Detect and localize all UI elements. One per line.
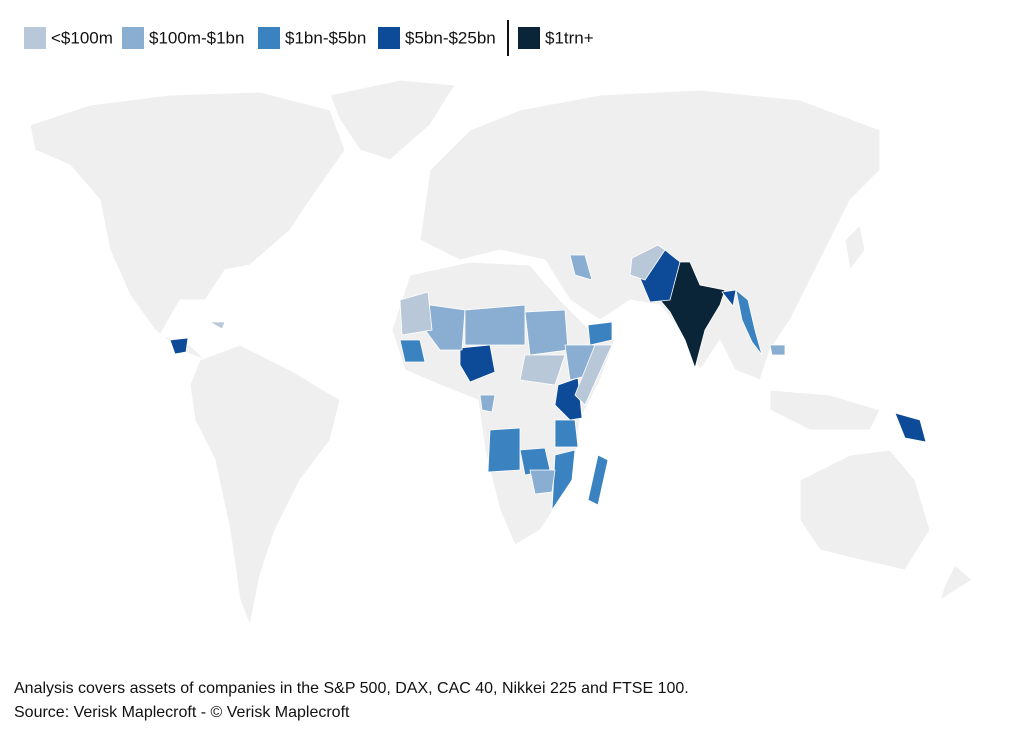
country — [487, 427, 521, 473]
landmass — [939, 564, 973, 602]
legend-swatch — [122, 27, 144, 49]
country — [464, 304, 526, 346]
country — [587, 454, 609, 506]
legend-label: $1trn+ — [545, 28, 594, 47]
country — [659, 261, 726, 370]
legend-swatch — [24, 27, 46, 49]
country — [459, 344, 496, 383]
country — [554, 419, 579, 448]
country — [894, 412, 927, 443]
legend-swatch — [258, 27, 280, 49]
country — [169, 337, 189, 355]
legend-swatch — [518, 27, 540, 49]
landmass — [799, 449, 931, 571]
landmass — [769, 389, 881, 431]
legend-label: $5bn-$25bn — [405, 28, 496, 47]
country — [399, 339, 426, 363]
country — [529, 469, 556, 495]
country — [587, 321, 613, 346]
country — [519, 354, 566, 386]
legend-label: <$100m — [51, 28, 113, 47]
country — [399, 291, 433, 336]
legend-label: $1bn-$5bn — [285, 28, 366, 47]
legend-swatch — [378, 27, 400, 49]
base-map — [29, 79, 973, 627]
landmass — [419, 89, 881, 381]
legend-label: $100m-$1bn — [149, 28, 244, 47]
legend: <$100m $100m-$1bn $1bn-$5bn $5bn-$25bn $1trn… — [24, 27, 594, 49]
country — [479, 394, 496, 413]
landmass — [189, 344, 341, 627]
country — [574, 344, 613, 406]
footer-note: Analysis covers assets of companies in t… — [14, 680, 689, 697]
landmass — [29, 91, 346, 361]
footer-source: Source: Verisk Maplecroft - © Verisk Map… — [14, 704, 350, 721]
country — [769, 344, 786, 356]
country — [629, 244, 666, 281]
country — [208, 321, 226, 330]
landmass — [329, 79, 456, 161]
country — [735, 288, 763, 356]
country — [569, 254, 593, 281]
country — [551, 449, 576, 512]
country — [721, 289, 737, 307]
country — [524, 309, 569, 356]
countries — [169, 244, 927, 512]
landmass — [844, 223, 866, 272]
